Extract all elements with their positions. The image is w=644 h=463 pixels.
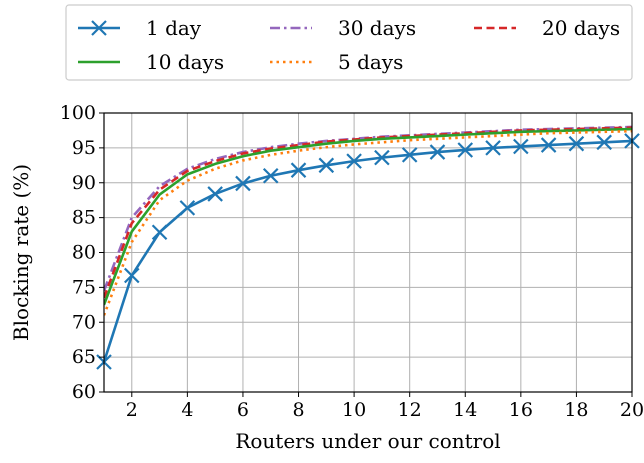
- y-tick-label: 90: [72, 172, 96, 194]
- series-1-day: [96, 133, 640, 370]
- x-tick-label: 2: [126, 399, 138, 421]
- legend-box: [65, 4, 633, 81]
- data-point-marker: [568, 135, 585, 152]
- legend-label: 5 days: [338, 50, 403, 74]
- data-point-marker: [540, 137, 557, 153]
- data-point-marker: [457, 142, 474, 158]
- data-point-marker: [374, 149, 390, 166]
- legend-label: 10 days: [146, 50, 224, 74]
- legend-label: 20 days: [542, 16, 620, 40]
- data-point-marker: [262, 167, 279, 184]
- y-tick-label: 75: [72, 276, 96, 298]
- x-tick-label: 12: [398, 399, 422, 421]
- legend-item: 5 days: [270, 50, 403, 74]
- data-point-marker: [290, 162, 307, 178]
- x-tick-label: 18: [564, 399, 588, 421]
- x-tick-label: 10: [342, 399, 366, 421]
- y-tick-label: 65: [72, 346, 96, 368]
- series-line: [104, 126, 633, 299]
- x-tick-label: 20: [620, 399, 644, 421]
- y-tick-label: 70: [72, 311, 96, 333]
- y-tick-label: 85: [72, 207, 96, 229]
- legend-marker: [91, 20, 107, 36]
- legend-item: 20 days: [474, 16, 620, 40]
- data-point-marker: [429, 144, 446, 160]
- data-point-marker: [346, 153, 362, 169]
- legend-item: 30 days: [270, 16, 416, 40]
- data-point-marker: [513, 138, 529, 155]
- series-line: [104, 139, 633, 363]
- data-point-marker: [401, 147, 418, 163]
- legend-label: 1 day: [146, 16, 202, 40]
- data-series: [96, 125, 640, 370]
- x-tick-label: 16: [509, 399, 533, 421]
- axis-ticks: 2 4 6 8 10 12 14 16 18 20 60 65 70 75 80 85 90 95 100: [60, 102, 644, 421]
- data-point-marker: [151, 224, 168, 241]
- legend-item: 1 day: [78, 16, 202, 40]
- data-point-marker: [179, 200, 196, 216]
- series-20-days: [104, 126, 633, 299]
- legend-label: 30 days: [338, 16, 416, 40]
- data-point-marker: [235, 175, 251, 192]
- data-point-marker: [318, 157, 335, 174]
- y-tick-label: 100: [60, 102, 96, 124]
- x-tick-label: 4: [181, 399, 193, 421]
- series-line: [104, 125, 633, 292]
- legend: 1 day 10 days 30 days 5 days 20 days: [65, 4, 633, 81]
- series-line: [104, 127, 633, 306]
- y-tick-label: 80: [72, 242, 96, 264]
- series-30-days: [104, 125, 633, 292]
- y-tick-label: 95: [72, 137, 96, 159]
- y-tick-label: 60: [72, 381, 96, 403]
- y-axis-label: Blocking rate (%): [9, 164, 33, 341]
- x-tick-label: 8: [292, 399, 304, 421]
- x-tick-label: 6: [237, 399, 249, 421]
- x-axis-label: Routers under our control: [235, 429, 500, 453]
- series-10-days: [104, 127, 633, 306]
- data-point-marker: [207, 186, 223, 202]
- grid-lines: [104, 112, 633, 393]
- legend-item: 10 days: [78, 50, 224, 74]
- data-point-marker: [485, 140, 501, 156]
- data-point-marker: [596, 134, 612, 151]
- x-tick-label: 14: [453, 399, 477, 421]
- data-point-marker: [124, 267, 140, 284]
